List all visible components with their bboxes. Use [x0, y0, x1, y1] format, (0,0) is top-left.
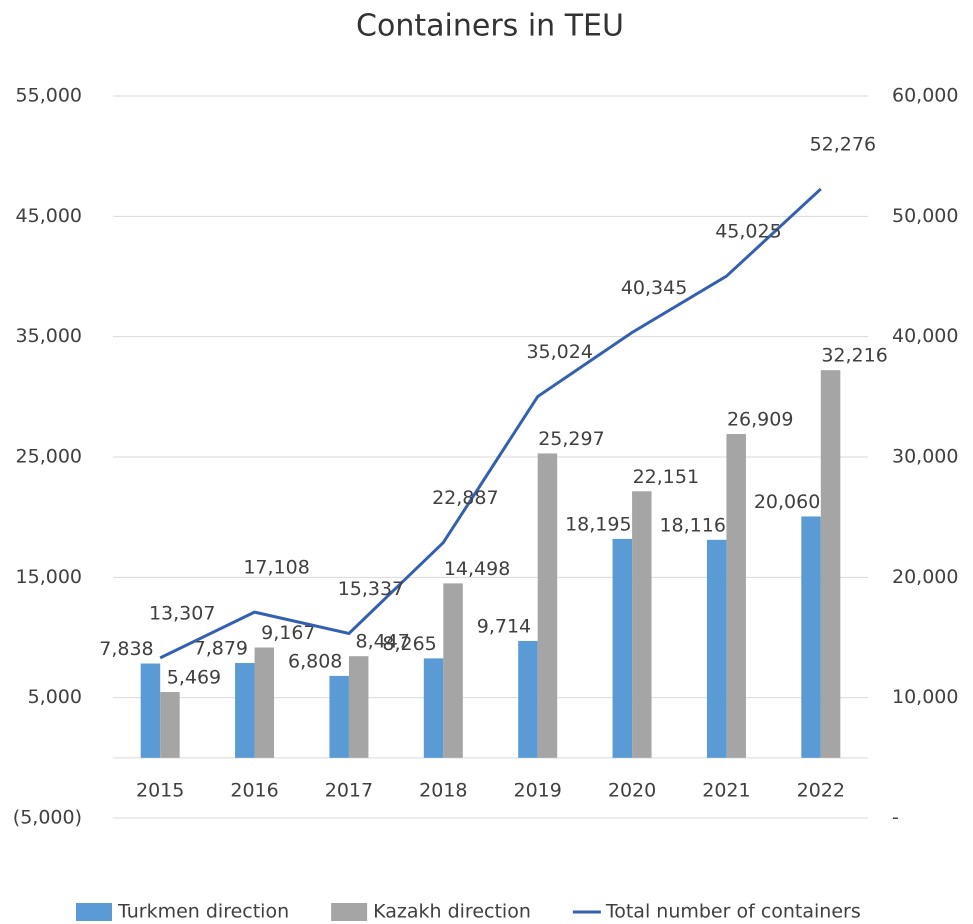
x-tick-label: 2021: [702, 779, 750, 801]
data-label: 18,116: [659, 514, 725, 536]
y2-tick-label: 20,000: [892, 566, 958, 588]
data-label: 5,469: [167, 667, 221, 689]
line-label: 52,276: [810, 133, 876, 155]
y-tick-label: 45,000: [16, 205, 82, 227]
x-tick-label: 2018: [419, 779, 467, 801]
data-label: 25,297: [538, 428, 604, 450]
y2-tick-label: 60,000: [892, 85, 958, 107]
data-label: 8,447: [355, 631, 409, 653]
bar: [423, 658, 444, 758]
line-label: 35,024: [526, 341, 592, 363]
data-label: 26,909: [727, 409, 793, 431]
bar: [443, 583, 463, 758]
bar: [160, 692, 180, 758]
bar: [329, 675, 349, 758]
data-label: 18,195: [565, 513, 631, 535]
line-label: 15,337: [338, 578, 404, 600]
x-tick-label: 2016: [230, 779, 278, 801]
y2-tick-label: 30,000: [892, 446, 958, 468]
line: [159, 187, 822, 660]
data-label: 22,151: [633, 466, 699, 488]
line-label: 40,345: [621, 277, 687, 299]
bar: [235, 663, 255, 758]
y-tick-label: (5,000): [13, 807, 82, 829]
y-tick-label: 55,000: [16, 85, 82, 107]
chart-title: Containers in TEU: [356, 9, 624, 44]
line-label: 45,025: [715, 221, 781, 243]
x-tick-label: 2020: [608, 779, 656, 801]
data-label: 9,714: [477, 615, 531, 637]
bar: [820, 370, 841, 758]
legend-label: Total number of containers: [605, 901, 861, 923]
y-tick-label: 35,000: [16, 325, 82, 347]
data-label: 8,265: [382, 633, 436, 655]
bar: [801, 516, 821, 758]
x-tick-label: 2022: [797, 779, 845, 801]
bar: [140, 663, 161, 758]
legend-swatch: [331, 903, 368, 921]
bar: [254, 647, 275, 758]
x-tick-label: 2015: [136, 779, 184, 801]
bar: [537, 453, 558, 758]
y-tick-label: 5,000: [28, 686, 82, 708]
legend-label: Turkmen direction: [117, 901, 289, 923]
y2-tick-label: 40,000: [892, 325, 958, 347]
bar: [726, 434, 746, 758]
y2-tick-label: 50,000: [892, 205, 958, 227]
legend-label: Kazakh direction: [373, 901, 531, 923]
x-tick-label: 2017: [325, 779, 373, 801]
bar: [518, 640, 538, 758]
data-label: 20,060: [754, 491, 820, 513]
line-label: 13,307: [149, 602, 215, 624]
bar: [348, 656, 369, 758]
legend-swatch: [76, 903, 112, 921]
line-label: 22,887: [432, 487, 498, 509]
data-label: 9,167: [261, 622, 315, 644]
line-label: 17,108: [243, 557, 309, 579]
y2-tick-label: 10,000: [892, 686, 958, 708]
bar: [632, 491, 652, 758]
data-label: 32,216: [821, 345, 887, 367]
data-label: 14,498: [444, 558, 510, 580]
data-label: 7,838: [99, 638, 153, 660]
data-label: 6,808: [288, 650, 342, 672]
y-tick-label: 25,000: [16, 446, 82, 468]
bar: [706, 539, 727, 758]
bar: [612, 538, 633, 758]
y2-tick-label: -: [892, 807, 899, 829]
data-label: 7,879: [194, 638, 248, 660]
x-tick-label: 2019: [514, 779, 562, 801]
y-tick-label: 15,000: [16, 566, 82, 588]
